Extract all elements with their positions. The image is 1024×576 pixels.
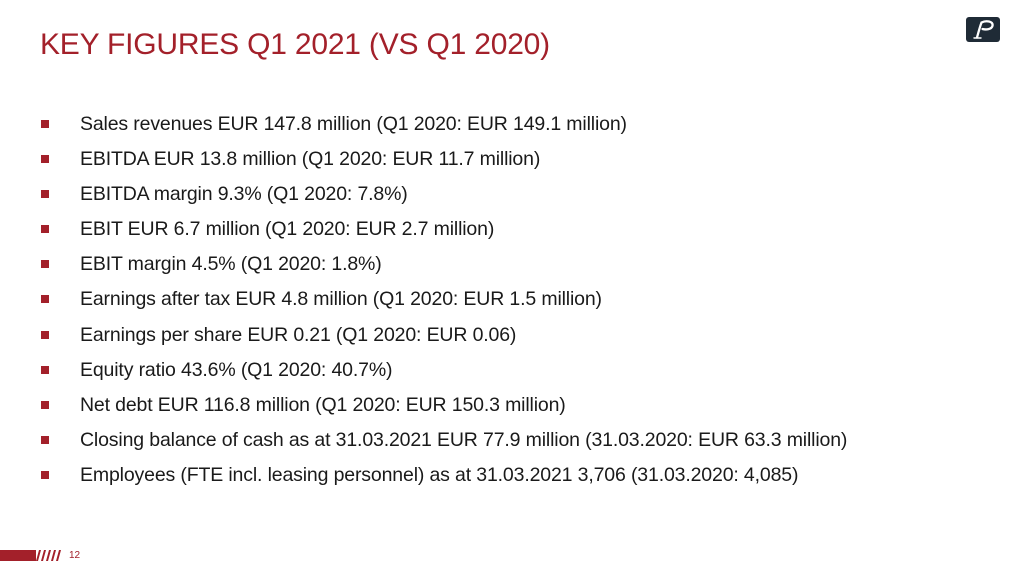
bullet-text: Equity ratio 43.6% (Q1 2020: 40.7%) bbox=[80, 358, 393, 381]
list-item: Sales revenues EUR 147.8 million (Q1 202… bbox=[40, 107, 847, 142]
bullet-square-icon bbox=[41, 295, 49, 304]
list-item: Employees (FTE incl. leasing personnel) … bbox=[40, 458, 847, 493]
bullet-square-icon bbox=[41, 400, 49, 409]
bullet-text: Earnings after tax EUR 4.8 million (Q1 2… bbox=[80, 288, 602, 311]
list-item: Earnings per share EUR 0.21 (Q1 2020: EU… bbox=[40, 318, 847, 353]
bullet-square-icon bbox=[41, 365, 49, 374]
bullet-text: EBIT margin 4.5% (Q1 2020: 1.8%) bbox=[80, 253, 382, 276]
bullet-square-icon bbox=[41, 155, 49, 164]
bullet-square-icon bbox=[41, 330, 49, 339]
bullet-text: EBITDA EUR 13.8 million (Q1 2020: EUR 11… bbox=[80, 148, 541, 171]
bullet-text: EBIT EUR 6.7 million (Q1 2020: EUR 2.7 m… bbox=[80, 218, 495, 241]
list-item: Earnings after tax EUR 4.8 million (Q1 2… bbox=[40, 282, 847, 317]
footer-stripes-icon bbox=[0, 547, 62, 564]
slide-title: KEY FIGURES Q1 2021 (VS Q1 2020) bbox=[40, 28, 550, 61]
bullet-square-icon bbox=[41, 435, 49, 444]
list-item: EBIT margin 4.5% (Q1 2020: 1.8%) bbox=[40, 247, 847, 282]
list-item: Net debt EUR 116.8 million (Q1 2020: EUR… bbox=[40, 388, 847, 423]
list-item: EBIT EUR 6.7 million (Q1 2020: EUR 2.7 m… bbox=[40, 212, 847, 247]
bullet-text: Sales revenues EUR 147.8 million (Q1 202… bbox=[80, 113, 627, 135]
bullet-square-icon bbox=[41, 120, 49, 128]
list-item: EBITDA margin 9.3% (Q1 2020: 7.8%) bbox=[40, 177, 847, 212]
company-logo-icon bbox=[966, 17, 1000, 42]
list-item: Equity ratio 43.6% (Q1 2020: 40.7%) bbox=[40, 353, 847, 388]
bullet-square-icon bbox=[41, 470, 49, 479]
list-item: Closing balance of cash as at 31.03.2021… bbox=[40, 423, 847, 458]
bullet-text: Employees (FTE incl. leasing personnel) … bbox=[80, 463, 799, 486]
bullet-text: EBITDA margin 9.3% (Q1 2020: 7.8%) bbox=[80, 183, 408, 206]
page-number: 12 bbox=[69, 550, 81, 561]
list-item: EBITDA EUR 13.8 million (Q1 2020: EUR 11… bbox=[40, 142, 847, 177]
bullet-square-icon bbox=[41, 225, 49, 234]
bullet-square-icon bbox=[41, 260, 49, 269]
bullet-square-icon bbox=[41, 190, 49, 199]
key-figures-list: Sales revenues EUR 147.8 million (Q1 202… bbox=[40, 107, 847, 493]
bullet-text: Closing balance of cash as at 31.03.2021… bbox=[80, 428, 848, 451]
bullet-text: Earnings per share EUR 0.21 (Q1 2020: EU… bbox=[80, 323, 517, 346]
bullet-text: Net debt EUR 116.8 million (Q1 2020: EUR… bbox=[80, 393, 566, 416]
